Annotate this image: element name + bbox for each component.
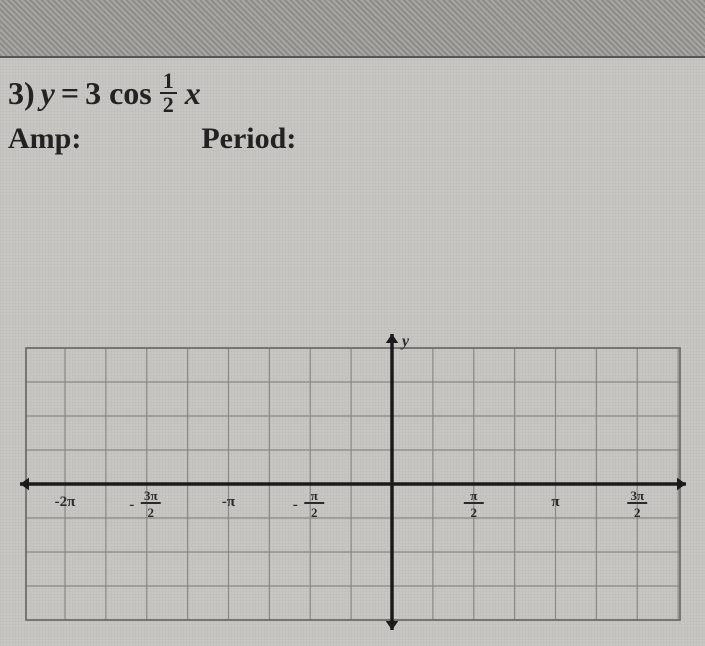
eq-fraction: 1 2 xyxy=(160,70,177,116)
eq-equals: = xyxy=(61,75,79,112)
svg-text:y: y xyxy=(400,333,410,350)
equation-line: 3) y = 3 cos 1 2 x xyxy=(8,70,697,116)
svg-text:2: 2 xyxy=(148,505,155,520)
amp-label: Amp: xyxy=(8,122,81,156)
period-label: Period: xyxy=(201,122,296,156)
frac-den: 2 xyxy=(160,94,177,116)
svg-text:-: - xyxy=(129,497,134,513)
question-number: 3) xyxy=(8,75,35,112)
svg-text:-2π: -2π xyxy=(55,494,76,510)
svg-text:-: - xyxy=(293,497,298,513)
graph-grid: y-2π3π2--ππ2-π2π3π22π xyxy=(14,330,692,630)
grid-svg: y-2π3π2--ππ2-π2π3π22π xyxy=(14,330,692,630)
frac-num: 1 xyxy=(160,70,177,94)
answer-labels: Amp: Period: xyxy=(8,122,697,156)
page-top-border xyxy=(0,0,705,58)
svg-text:3π: 3π xyxy=(630,488,644,503)
svg-text:π: π xyxy=(470,488,477,503)
eq-lhs: y xyxy=(41,75,55,112)
svg-text:2: 2 xyxy=(311,505,318,520)
svg-text:2: 2 xyxy=(471,505,478,520)
svg-text:3π: 3π xyxy=(144,488,158,503)
svg-text:π: π xyxy=(551,494,560,510)
svg-text:-π: -π xyxy=(222,494,236,510)
svg-text:π: π xyxy=(311,488,318,503)
question-block: 3) y = 3 cos 1 2 x Amp: Period: xyxy=(0,70,705,156)
svg-text:2: 2 xyxy=(634,505,641,520)
eq-coef: 3 cos xyxy=(85,75,152,112)
eq-var: x xyxy=(185,75,201,112)
